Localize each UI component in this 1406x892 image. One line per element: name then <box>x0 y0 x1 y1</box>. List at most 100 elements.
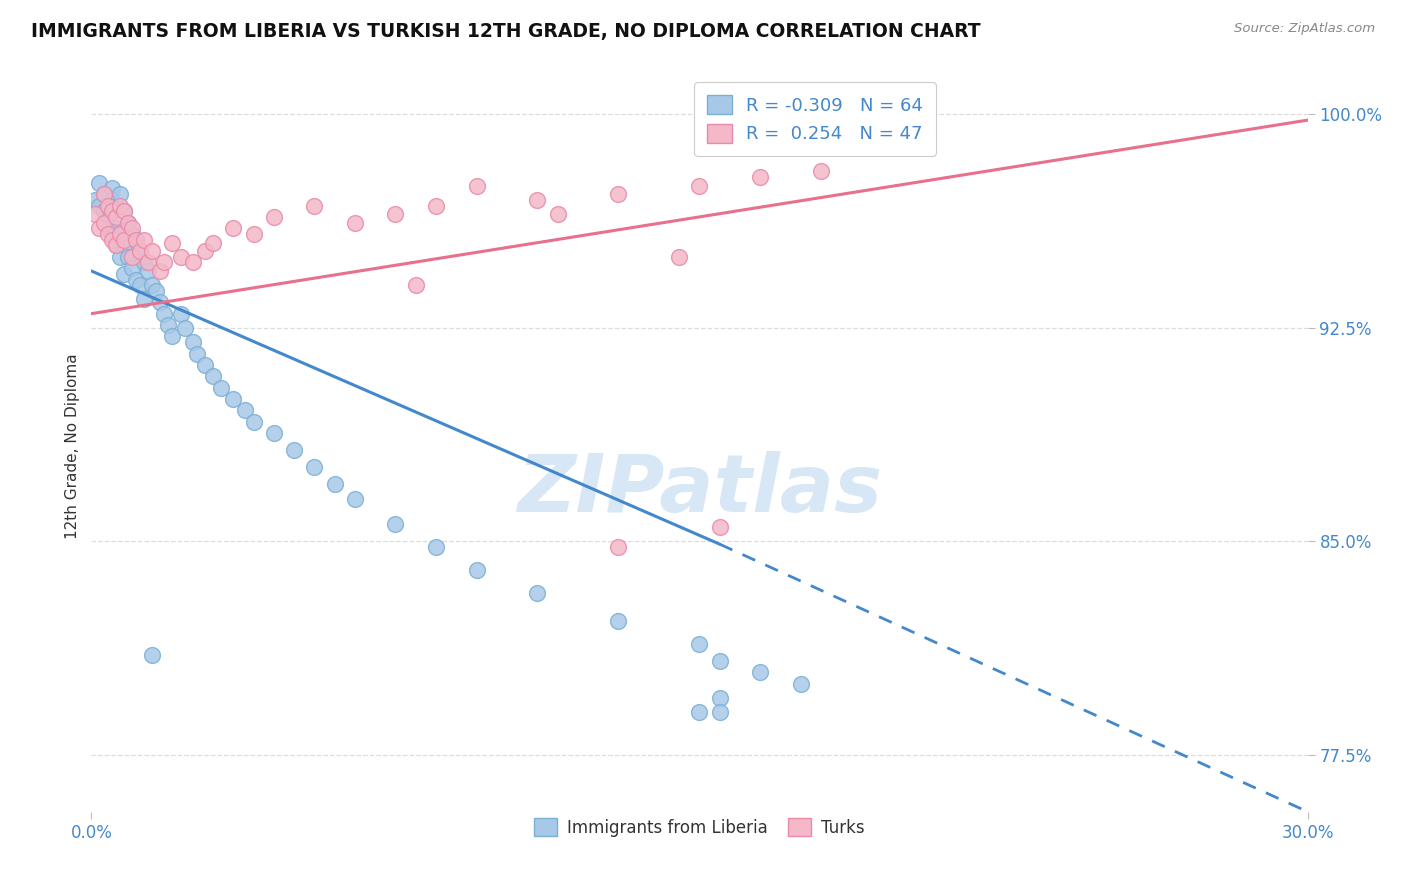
Point <box>169 307 191 321</box>
Point <box>108 250 131 264</box>
Point <box>749 665 772 680</box>
Point <box>141 244 163 258</box>
Point <box>104 221 127 235</box>
Point <box>112 204 135 219</box>
Point <box>186 346 208 360</box>
Point <box>263 210 285 224</box>
Point <box>104 238 127 252</box>
Point <box>405 278 427 293</box>
Point <box>117 216 139 230</box>
Point <box>242 415 264 429</box>
Point <box>132 293 155 307</box>
Point <box>108 227 131 241</box>
Point <box>263 426 285 441</box>
Point <box>668 250 690 264</box>
Point <box>100 193 122 207</box>
Point <box>790 676 813 690</box>
Point <box>242 227 264 241</box>
Point <box>100 227 122 241</box>
Point <box>125 272 148 286</box>
Point <box>108 187 131 202</box>
Point <box>173 321 195 335</box>
Point <box>136 264 159 278</box>
Point <box>132 255 155 269</box>
Point <box>108 198 131 212</box>
Point <box>235 403 257 417</box>
Point <box>709 654 731 668</box>
Point <box>100 181 122 195</box>
Point <box>384 207 406 221</box>
Point <box>465 178 488 193</box>
Point <box>425 540 447 554</box>
Point <box>222 392 245 406</box>
Point <box>149 295 172 310</box>
Legend: Immigrants from Liberia, Turks: Immigrants from Liberia, Turks <box>527 812 872 844</box>
Point <box>688 178 710 193</box>
Point <box>153 307 176 321</box>
Point <box>343 216 366 230</box>
Point <box>141 278 163 293</box>
Point <box>162 235 184 250</box>
Point <box>526 193 548 207</box>
Point <box>425 198 447 212</box>
Y-axis label: 12th Grade, No Diploma: 12th Grade, No Diploma <box>65 353 80 539</box>
Point <box>343 491 366 506</box>
Point <box>688 637 710 651</box>
Point <box>465 563 488 577</box>
Point <box>108 227 131 241</box>
Point <box>121 221 143 235</box>
Point <box>304 460 326 475</box>
Point <box>709 705 731 719</box>
Point <box>112 204 135 219</box>
Point <box>749 169 772 184</box>
Point <box>222 221 245 235</box>
Point <box>141 648 163 663</box>
Point <box>169 250 191 264</box>
Point <box>100 233 122 247</box>
Point <box>117 250 139 264</box>
Point <box>132 233 155 247</box>
Point <box>93 216 115 230</box>
Point <box>93 187 115 202</box>
Point <box>209 381 232 395</box>
Point <box>125 233 148 247</box>
Point <box>194 244 217 258</box>
Point <box>104 198 127 212</box>
Point <box>202 235 225 250</box>
Point <box>97 221 120 235</box>
Point <box>93 187 115 202</box>
Point <box>810 164 832 178</box>
Point <box>323 477 346 491</box>
Point <box>153 255 176 269</box>
Text: ZIPatlas: ZIPatlas <box>517 450 882 529</box>
Point <box>84 207 107 221</box>
Point <box>709 520 731 534</box>
Point <box>121 227 143 241</box>
Point <box>129 244 152 258</box>
Point <box>97 227 120 241</box>
Point <box>104 210 127 224</box>
Point <box>89 176 111 190</box>
Point <box>97 198 120 212</box>
Point <box>89 198 111 212</box>
Point <box>117 216 139 230</box>
Point <box>129 244 152 258</box>
Point <box>547 207 569 221</box>
Point <box>104 238 127 252</box>
Point <box>121 261 143 276</box>
Point <box>93 204 115 219</box>
Point <box>129 278 152 293</box>
Point <box>181 335 204 350</box>
Point <box>89 221 111 235</box>
Point <box>112 238 135 252</box>
Point <box>162 329 184 343</box>
Point <box>100 204 122 219</box>
Point <box>112 233 135 247</box>
Point <box>136 255 159 269</box>
Point <box>97 210 120 224</box>
Point <box>121 250 143 264</box>
Point <box>202 369 225 384</box>
Point <box>607 187 630 202</box>
Point <box>125 233 148 247</box>
Text: Source: ZipAtlas.com: Source: ZipAtlas.com <box>1234 22 1375 36</box>
